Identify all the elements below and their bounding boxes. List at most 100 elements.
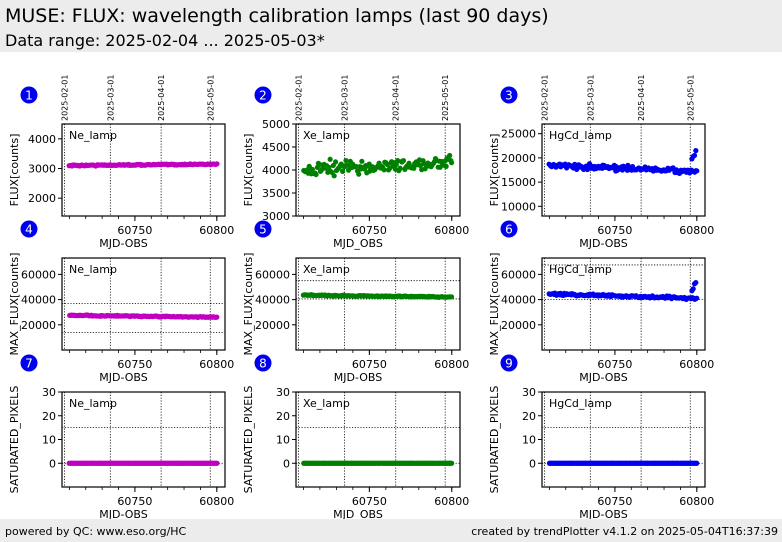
data-point	[343, 157, 349, 164]
x-tick-label: 60800	[434, 224, 469, 237]
y-tick-label: 20	[276, 410, 290, 423]
y-tick-label: 3500	[262, 187, 290, 200]
x-tick-label: 60800	[199, 224, 234, 237]
x-tick-label: 60750	[352, 224, 387, 237]
y-axis-label: MAX_FLUX[counts]	[8, 253, 21, 356]
panel-number-badge: 9	[500, 354, 518, 372]
axes-frame	[61, 257, 226, 351]
date-marker-label: 2025-02-01	[540, 75, 549, 122]
y-tick-label: 4000	[262, 164, 290, 177]
y-tick-label: 15000	[501, 176, 536, 189]
panel-number-badge: 8	[254, 354, 272, 372]
data-point	[331, 173, 337, 179]
x-tick-label: 60750	[352, 358, 387, 371]
y-tick-label: 25000	[501, 128, 536, 141]
panel-number-badge: 1	[20, 86, 38, 104]
y-tick-label: 60000	[255, 268, 290, 281]
panel-8: 8 0 10 20 30 60750 60800 MJD_OBS SATURATED_PIXEL…	[242, 354, 469, 519]
header-bar: MUSE: FLUX: wavelength calibration lamps…	[0, 0, 782, 52]
data-point	[339, 168, 346, 174]
x-tick-label: 60750	[597, 495, 632, 508]
panel-4: 4 20000 40000 60000 60750 60800 MJD-OBS MAX_FLU…	[8, 220, 234, 384]
axes-frame	[295, 257, 461, 351]
panel-number-badge: 7	[20, 354, 38, 372]
panel-9: 9 0 10 20 30 60750 60800 MJD-OBS SATURATED_PIXEL…	[488, 354, 714, 519]
badge-label: 9	[505, 357, 513, 371]
y-tick-label: 20000	[501, 319, 536, 332]
badge-circle	[20, 354, 38, 372]
date-marker-label: 2025-03-01	[586, 75, 595, 122]
footer-bar: powered by QC: www.eso.org/HC created by…	[0, 519, 782, 542]
lamp-label: HgCd_lamp	[549, 129, 612, 142]
x-tick-label: 60800	[434, 495, 469, 508]
y-tick-label: 5000	[262, 118, 290, 131]
y-tick-label: 3000	[262, 210, 290, 223]
y-tick-label: 60000	[21, 268, 56, 281]
badge-circle	[254, 86, 272, 104]
date-marker-label: 2025-02-01	[294, 75, 303, 122]
date-marker-label: 2025-02-01	[60, 75, 69, 122]
data-point	[326, 164, 332, 171]
x-tick-label: 60750	[117, 224, 152, 237]
lamp-label: Ne_lamp	[69, 263, 117, 276]
y-tick-label: 20	[42, 410, 56, 423]
x-tick-label: 60750	[597, 358, 632, 371]
x-axis-label: MJD-OBS	[334, 371, 382, 384]
date-marker-label: 2025-04-01	[157, 75, 166, 122]
date-marker-label: 2025-05-01	[686, 75, 695, 122]
x-tick-label: 60800	[199, 495, 234, 508]
data-series	[301, 460, 455, 466]
y-tick-label: 10	[276, 434, 290, 447]
footer-created-by: created by trendPlotter v4.1.2 on 2025-0…	[471, 525, 778, 538]
lamp-label: Ne_lamp	[69, 129, 117, 142]
data-point	[381, 167, 387, 173]
data-point	[693, 279, 699, 286]
badge-circle	[20, 220, 38, 238]
data-point	[443, 163, 449, 169]
badge-circle	[500, 220, 518, 238]
y-tick-label: 60000	[501, 268, 536, 281]
x-axis-label: MJD-OBS	[99, 508, 147, 519]
x-axis-label: MJD-OBS	[579, 237, 627, 250]
data-point	[359, 158, 365, 164]
y-tick-label: 40000	[21, 294, 56, 307]
data-point	[411, 165, 417, 171]
x-axis-label: MJD-OBS	[579, 508, 627, 519]
y-tick-label: 30	[42, 386, 56, 399]
panel-7: 7 0 10 20 30 60750 60800 MJD-OBS SATURATED_PIXEL…	[8, 354, 234, 519]
data-point	[448, 294, 455, 300]
panel-1: 1 2025-02-01 2025-03-01 2025-04-01 2025-05-0…	[8, 75, 234, 251]
panel-number-badge: 4	[20, 220, 38, 238]
data-point	[309, 166, 316, 173]
page-title: MUSE: FLUX: wavelength calibration lamps…	[5, 5, 549, 27]
y-tick-label: 3000	[28, 163, 56, 176]
data-point	[691, 152, 698, 159]
axes-frame	[541, 391, 706, 488]
y-tick-label: 20000	[255, 319, 290, 332]
lamp-label: HgCd_lamp	[549, 397, 612, 410]
x-axis-label: MJD_OBS	[333, 508, 383, 519]
y-axis-label: SATURATED_PIXELS	[8, 386, 21, 494]
lamp-label: HgCd_lamp	[549, 263, 612, 276]
axes-frame	[61, 391, 226, 488]
y-tick-label: 30	[276, 386, 290, 399]
x-tick-label: 60750	[117, 358, 152, 371]
badge-label: 4	[25, 223, 33, 237]
badge-label: 6	[505, 223, 513, 237]
data-series	[66, 460, 220, 466]
data-point	[332, 159, 339, 165]
panel-6: 6 20000 40000 60000 60750 60800 MJD-OBS MAX_FLU…	[488, 220, 714, 384]
y-tick-label: 2000	[28, 192, 56, 205]
y-tick-label: 20000	[21, 319, 56, 332]
x-tick-label: 60800	[679, 495, 714, 508]
date-marker-label: 2025-04-01	[392, 75, 401, 122]
data-point	[214, 314, 220, 320]
panel-number-badge: 3	[500, 86, 518, 104]
date-marker-label: 2025-05-01	[441, 75, 450, 122]
x-tick-label: 60750	[597, 224, 632, 237]
data-series	[546, 460, 700, 466]
x-axis-label: MJD-OBS	[99, 237, 147, 250]
badge-circle	[254, 354, 272, 372]
data-point	[214, 460, 220, 466]
panel-5: 5 20000 40000 60000 60750 60800 MJD-OBS MAX_FLU…	[242, 220, 469, 384]
